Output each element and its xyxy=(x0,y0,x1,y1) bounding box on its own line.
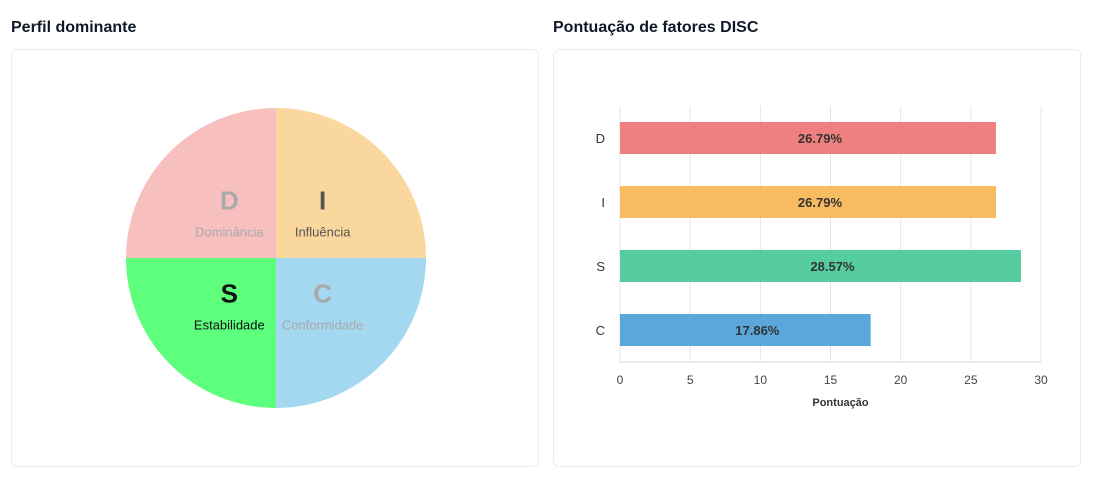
bar-value-label: 28.57% xyxy=(810,259,855,274)
quadrant-letter-d: D xyxy=(220,185,239,215)
y-category-label: I xyxy=(601,195,605,210)
x-tick-label: 15 xyxy=(824,373,838,387)
dominant-profile-title: Perfil dominante xyxy=(11,19,137,36)
quadrant-label-s: Estabilidade xyxy=(194,318,265,333)
bar-d xyxy=(620,122,996,154)
x-tick-label: 25 xyxy=(964,373,978,387)
pie-slice-d xyxy=(126,108,276,258)
x-tick-label: 20 xyxy=(894,373,908,387)
quadrant-letter-s: S xyxy=(221,279,238,309)
quadrant-label-i: Influência xyxy=(295,224,351,239)
x-axis-title: Pontuação xyxy=(812,397,869,409)
y-category-label: C xyxy=(596,323,605,338)
bar-c xyxy=(620,314,871,346)
quadrant-letter-i: I xyxy=(319,185,326,215)
pie-slice-s xyxy=(126,258,276,408)
quadrant-label-c: Conformidade xyxy=(282,318,364,333)
x-tick-label: 30 xyxy=(1034,373,1048,387)
disc-bar-chart: 0 5 10 15 20 25 30 Pontuação D 26.79% I 26.79% S 28.5… xyxy=(596,106,1048,409)
quadrant-letter-c: C xyxy=(313,279,332,309)
y-category-label: S xyxy=(596,259,605,274)
bar-value-label: 26.79% xyxy=(798,131,843,146)
bar-value-label: 17.86% xyxy=(735,323,780,338)
pie-slice-i xyxy=(276,108,426,258)
disc-quadrant-chart: I Influência C Conformidade S Estabilidade D Do… xyxy=(126,108,426,408)
disc-scores-title: Pontuação de fatores DISC xyxy=(553,19,759,36)
x-tick-label: 5 xyxy=(687,373,694,387)
bar-s xyxy=(620,250,1021,282)
pie-slice-c xyxy=(276,258,426,408)
x-tick-label: 0 xyxy=(617,373,624,387)
bar-value-label: 26.79% xyxy=(798,195,843,210)
y-category-label: D xyxy=(596,131,605,146)
dominant-profile-card: I Influência C Conformidade S Estabilidade D Do… xyxy=(11,49,539,467)
disc-scores-card: 0 5 10 15 20 25 30 Pontuação D 26.79% I 26.79% S 28.5… xyxy=(553,49,1081,467)
bar-i xyxy=(620,186,996,218)
quadrant-label-d: Dominância xyxy=(195,224,264,239)
x-tick-label: 10 xyxy=(754,373,768,387)
